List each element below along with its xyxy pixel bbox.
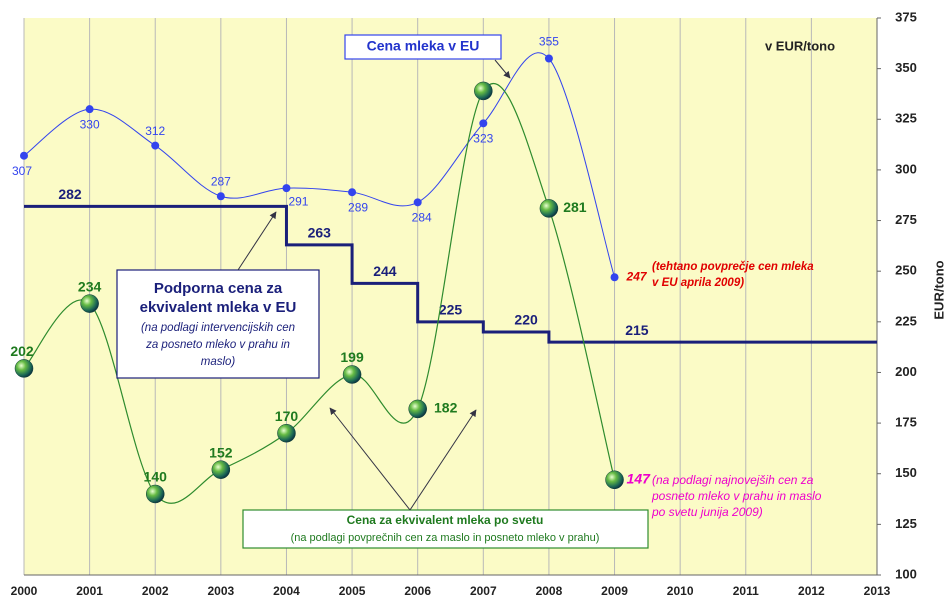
y-tick-label: 375: [895, 9, 917, 24]
x-tick-label: 2006: [404, 584, 431, 598]
globe-marker: [145, 484, 165, 504]
support-box-text: ekvivalent mleka v EU: [140, 299, 297, 316]
x-tick-label: 2013: [864, 584, 891, 598]
value-label: 182: [434, 400, 458, 416]
y-tick-label: 150: [895, 465, 917, 480]
value-label: 199: [340, 349, 364, 365]
world-june-note: po svetu junija 2009): [651, 505, 763, 519]
value-label: 312: [145, 124, 165, 138]
globe-marker: [474, 81, 493, 101]
unit-label: v EUR/tono: [765, 38, 835, 53]
value-label: 355: [539, 35, 559, 49]
step-line: [24, 204, 877, 344]
value-label: 291: [288, 194, 308, 208]
value-label: 234: [78, 278, 102, 294]
x-tick-label: 2005: [339, 584, 366, 598]
value-label: 323: [473, 131, 493, 145]
globe-marker: [408, 399, 427, 419]
x-tick-label: 2007: [470, 584, 497, 598]
value-label: 244: [373, 263, 397, 279]
y-tick-label: 275: [895, 212, 917, 227]
dot-marker: [216, 192, 225, 201]
dot-marker: [282, 184, 291, 193]
arrow: [329, 407, 411, 511]
x-tick-label: 2002: [142, 584, 169, 598]
value-label: 220: [514, 312, 538, 328]
value-label: 140: [144, 469, 168, 485]
x-tick-label: 2001: [76, 584, 103, 598]
arrow: [494, 59, 511, 79]
eu-april-note: v EU aprila 2009): [652, 277, 744, 289]
dot-marker: [85, 105, 94, 114]
x-tick-label: 2008: [536, 584, 563, 598]
dot-marker: [151, 141, 160, 150]
globe-marker: [80, 294, 99, 313]
dot-marker: [413, 198, 422, 207]
world-box-text: Cena za ekvivalent mleka po svetu: [347, 513, 544, 527]
world-note: (na podlagi povprečnih cen za maslo in p…: [291, 532, 600, 544]
value-label: 287: [211, 174, 231, 188]
value-label: 247: [626, 269, 648, 283]
y-tick-label: 325: [895, 111, 917, 126]
arrow: [237, 211, 277, 271]
support-box-text: Podporna cena za: [154, 280, 283, 297]
globe-marker: [539, 199, 559, 218]
x-tick-label: 2003: [207, 584, 234, 598]
dot-marker: [20, 151, 28, 160]
support-box: [116, 269, 320, 379]
y-tick-label: 100: [895, 566, 917, 581]
x-tick-label: 2010: [667, 584, 694, 598]
value-label: 147: [627, 471, 652, 487]
support-note: (na podlagi intervencijskih cen: [141, 322, 295, 334]
y-tick-label: 125: [895, 516, 917, 531]
y-tick-label: 350: [895, 60, 917, 75]
globe-marker: [14, 359, 34, 378]
x-tick-label: 2000: [11, 584, 38, 598]
world-box: [242, 509, 649, 549]
value-label: 215: [625, 322, 649, 338]
globe-marker: [277, 423, 296, 443]
y-tick-label: 250: [895, 263, 917, 278]
value-label: 281: [563, 199, 587, 215]
y-tick-label: 300: [895, 161, 917, 176]
support-note: maslo): [201, 356, 236, 368]
dot-marker: [544, 54, 553, 63]
value-label: 307: [12, 164, 32, 178]
value-label: 202: [10, 343, 34, 359]
value-label: 263: [308, 225, 332, 241]
value-label: 282: [58, 186, 82, 202]
value-label: 330: [80, 117, 100, 131]
globe-marker: [342, 365, 362, 384]
support-note: za posneto mleko v prahu in: [145, 339, 290, 351]
eu-april-note: (tehtano povprečje cen mleka: [652, 261, 814, 273]
arrow: [409, 409, 477, 511]
x-tick-label: 2009: [601, 584, 628, 598]
value-label: 152: [209, 444, 233, 460]
x-tick-label: 2004: [273, 584, 300, 598]
dot-marker: [348, 188, 357, 197]
value-label: 289: [348, 200, 368, 214]
eu-box-text: Cena mleka v EU: [367, 38, 480, 54]
world-june-note: posneto mleko v prahu in maslo: [651, 489, 822, 503]
globe-marker: [211, 460, 231, 479]
value-label: 284: [412, 210, 432, 224]
dot-marker: [479, 119, 488, 128]
dot-marker: [610, 273, 619, 282]
y-axis-label: EUR/tono: [931, 260, 946, 319]
y-tick-label: 225: [895, 313, 917, 328]
y-tick-label: 175: [895, 415, 917, 430]
y-tick-label: 200: [895, 364, 917, 379]
world-june-note: (na podlagi najnovejših cen za: [652, 473, 814, 487]
globe-marker: [605, 470, 624, 490]
value-label: 170: [275, 408, 299, 424]
x-tick-label: 2011: [733, 584, 759, 598]
eu-box: [344, 34, 502, 60]
x-tick-label: 2012: [798, 584, 825, 598]
value-label: 225: [439, 302, 463, 318]
